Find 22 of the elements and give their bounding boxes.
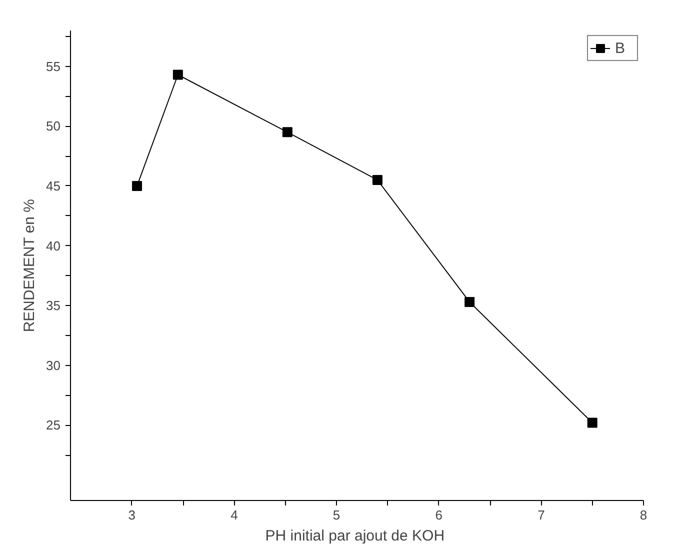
- point: [172, 70, 183, 80]
- x-tick-label: 8: [640, 508, 648, 522]
- y-tick-label: 45: [46, 178, 61, 194]
- y-tick-label: 35: [46, 298, 61, 314]
- y-tick-label: 50: [46, 118, 61, 134]
- x-tick-label: 3: [128, 508, 136, 522]
- point: [464, 296, 475, 307]
- point: [132, 180, 142, 191]
- y-axis-title: RENDEMENT en %: [21, 199, 38, 332]
- x-axis-title: PH initial par ajout de KOH: [265, 528, 445, 544]
- y-tick-label: 55: [46, 58, 61, 74]
- point: [282, 127, 292, 138]
- x-tick-label: 6: [435, 508, 442, 522]
- point: [372, 174, 382, 185]
- y-tick-label: 40: [46, 238, 61, 254]
- x-tick-label: 7: [538, 508, 545, 522]
- point: [587, 418, 598, 428]
- x-tick-label: 4: [230, 508, 238, 522]
- y-tick-label: 25: [46, 418, 61, 433]
- x-tick-label: 5: [332, 508, 340, 522]
- y-tick-label: 30: [46, 358, 61, 373]
- legend-label: B: [615, 40, 626, 56]
